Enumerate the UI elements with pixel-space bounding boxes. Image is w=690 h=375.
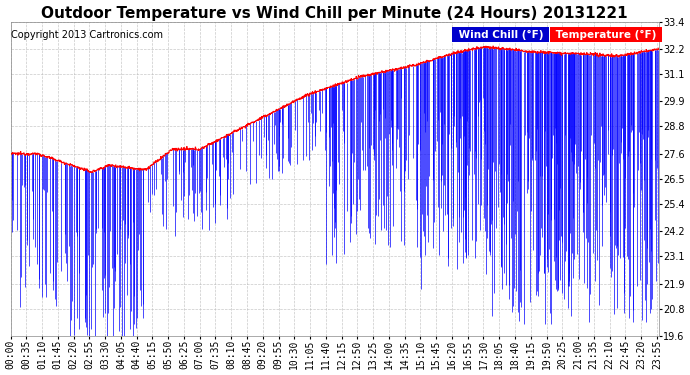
- Text: Wind Chill (°F): Wind Chill (°F): [455, 30, 546, 40]
- Text: Temperature (°F): Temperature (°F): [552, 30, 660, 40]
- Title: Outdoor Temperature vs Wind Chill per Minute (24 Hours) 20131221: Outdoor Temperature vs Wind Chill per Mi…: [41, 6, 628, 21]
- Text: Copyright 2013 Cartronics.com: Copyright 2013 Cartronics.com: [11, 30, 164, 40]
